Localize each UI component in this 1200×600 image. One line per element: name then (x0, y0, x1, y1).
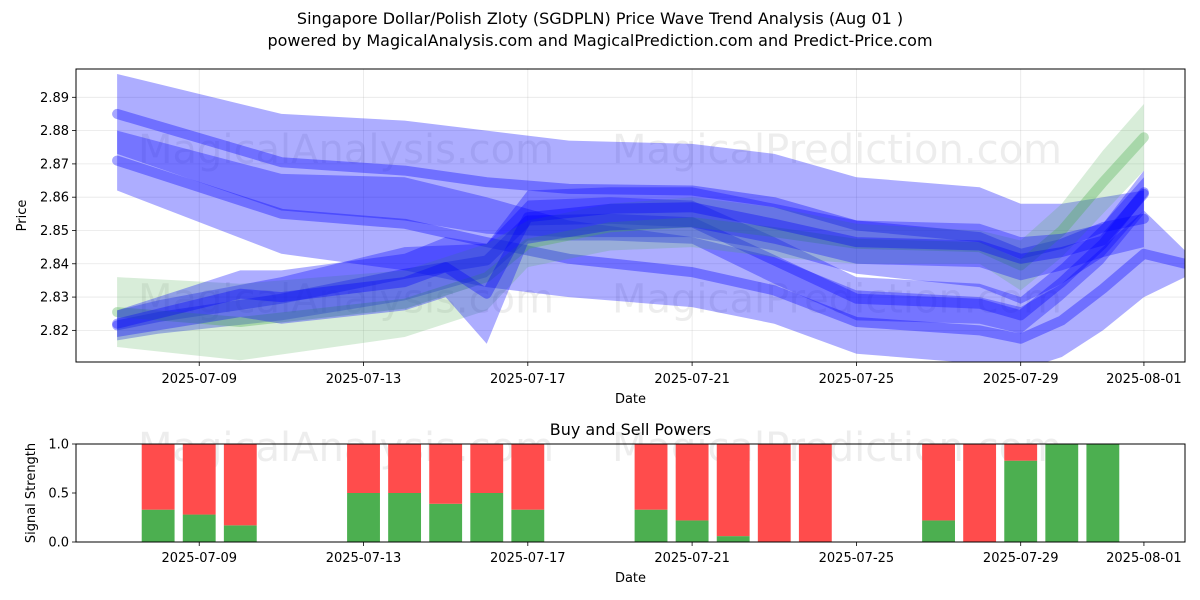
sell-bar (141, 444, 175, 510)
sell-bar (922, 444, 955, 521)
x-tick-label: 2025-07-09 (161, 372, 237, 387)
sell-bar (470, 444, 504, 493)
x-tick-label: 2025-07-21 (654, 372, 730, 387)
wave-band-green-4 (117, 104, 1144, 361)
panel-title: Buy and Sell Powers (550, 420, 712, 439)
sell-bar (798, 444, 832, 542)
x-tick-label: 2025-07-17 (490, 372, 566, 387)
y-tick-label: 2.84 (40, 257, 69, 272)
sell-bar (716, 444, 750, 537)
buy-bar (182, 514, 216, 542)
y-tick-label: 0.5 (48, 487, 69, 502)
buy-bar (1045, 444, 1079, 542)
sell-bar (963, 444, 997, 542)
x-tick-label: 2025-07-29 (983, 372, 1059, 387)
buy-bar (347, 493, 380, 542)
buy-bar (634, 509, 668, 542)
x-tick-label: 2025-07-25 (819, 551, 895, 566)
x-tick-label: 2025-07-13 (326, 551, 402, 566)
x-tick-label: 2025-07-17 (490, 551, 566, 566)
wave-band-blue-5 (117, 177, 1144, 344)
sell-bar (182, 444, 216, 515)
wave-core-blue-5 (112, 188, 1149, 329)
x-tick-label: 2025-07-25 (819, 372, 895, 387)
x-axis-label: Date (615, 571, 646, 586)
wave-core-blue-3 (112, 187, 1149, 331)
top-axes-frame (75, 68, 1186, 363)
x-tick-label: 2025-07-09 (161, 551, 237, 566)
y-axis-label: Price (15, 200, 30, 232)
y-tick-label: 2.87 (40, 157, 69, 172)
bands-group (112, 74, 1185, 362)
watermark-text: MagicalPrediction.com (612, 127, 1062, 173)
buy-bar (388, 493, 422, 542)
wave-band-blue-3 (117, 170, 1144, 341)
chart-title: Singapore Dollar/Polish Zloty (SGDPLN) P… (296, 9, 904, 28)
y-tick-label: 2.88 (40, 124, 69, 139)
buy-bar (675, 520, 709, 542)
wave-core-blue-1 (112, 108, 1149, 259)
watermark-text: MagicalAnalysis.com (138, 277, 554, 323)
x-tick-label: 2025-07-29 (983, 551, 1059, 566)
y-tick-label: 2.86 (40, 191, 69, 206)
sell-bar (675, 444, 709, 521)
y-tick-label: 2.85 (40, 224, 69, 239)
watermark-text: MagicalPrediction.com (612, 277, 1062, 323)
watermark-text: MagicalAnalysis.com (138, 127, 554, 173)
sell-bar (757, 444, 791, 542)
y-tick-label: 1.0 (48, 438, 69, 453)
buy-bar (223, 525, 257, 542)
sell-bar (634, 444, 668, 510)
x-tick-label: 2025-07-13 (326, 372, 402, 387)
buy-bar (429, 503, 463, 542)
wave-band-blue-1 (117, 74, 1144, 304)
buy-bar (470, 493, 504, 542)
buy-bar (141, 509, 175, 542)
y-tick-label: 2.83 (40, 291, 69, 306)
sell-bar (511, 444, 545, 510)
sell-bar (429, 444, 463, 504)
y-tick-label: 0.0 (48, 536, 69, 551)
sell-bar (388, 444, 422, 493)
buy-bar (716, 536, 750, 542)
sell-bar (347, 444, 380, 493)
wave-core-green-4 (112, 132, 1149, 327)
sell-bar (1004, 444, 1038, 461)
x-tick-label: 2025-08-01 (1106, 372, 1182, 387)
y-tick-label: 2.82 (40, 324, 69, 339)
buy-bar (511, 509, 545, 542)
y-tick-label: 2.89 (40, 91, 69, 106)
x-tick-label: 2025-08-01 (1106, 551, 1182, 566)
wave-band-blue-2 (117, 130, 1185, 362)
sell-bar (223, 444, 257, 526)
buy-bar (922, 520, 955, 542)
x-axis-label: Date (615, 392, 646, 407)
chart-subtitle: powered by MagicalAnalysis.com and Magic… (267, 31, 933, 50)
y-axis-label: Signal Strength (24, 443, 39, 543)
wave-core-blue-2 (112, 155, 1185, 344)
x-tick-label: 2025-07-21 (654, 551, 730, 566)
buy-bar (1086, 444, 1120, 542)
buy-bar (1004, 460, 1038, 542)
